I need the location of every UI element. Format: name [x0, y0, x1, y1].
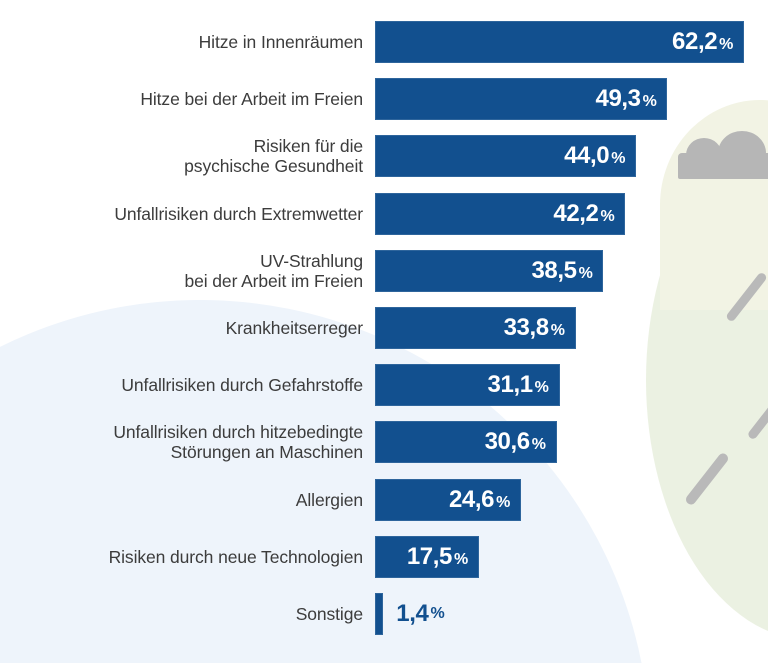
- bar[interactable]: 31,1%: [375, 364, 560, 407]
- percent-sign: %: [430, 605, 445, 622]
- bar-value-label: 44,0%: [564, 142, 625, 170]
- bar-value-label: 38,5%: [531, 257, 592, 285]
- bar-track: 30,6%: [375, 421, 768, 464]
- bar-track: 38,5%: [375, 249, 768, 292]
- bar-value-number: 1,4: [396, 600, 429, 627]
- bar-value-label: 24,6%: [449, 486, 510, 514]
- bar-row: UV-Strahlung bei der Arbeit im Freien 38,…: [0, 249, 768, 292]
- bar-track: 49,3%: [375, 78, 768, 121]
- percent-sign: %: [600, 207, 615, 225]
- bar-row: Unfallrisiken durch hitzebedingte Störun…: [0, 421, 768, 464]
- bar-row: Krankheitserreger 33,8%: [0, 307, 768, 349]
- percent-sign: %: [496, 493, 510, 511]
- bar[interactable]: 17,5%: [375, 535, 479, 578]
- bar-row: Unfallrisiken durch Extremwetter 42,2%: [0, 192, 768, 235]
- bar-value-number: 30,6: [484, 428, 531, 456]
- bar[interactable]: 42,2%: [375, 192, 626, 235]
- percent-sign: %: [642, 93, 657, 111]
- percent-sign: %: [719, 36, 733, 53]
- percent-sign: %: [531, 436, 546, 454]
- bar-category-label: Sonstige: [295, 604, 363, 624]
- bar-row: Unfallrisiken durch Gefahrstoffe 31,1%: [0, 364, 768, 407]
- percent-sign: %: [578, 264, 593, 282]
- bar-category-label: Hitze in Innenräumen: [198, 32, 363, 52]
- bar-row: Sonstige 1,4%: [0, 593, 768, 635]
- bar-value-label: 62,2%: [672, 28, 733, 56]
- bar-category-label: Hitze bei der Arbeit im Freien: [140, 89, 363, 110]
- bar-value-label: 31,1%: [488, 371, 549, 399]
- bar[interactable]: 62,2%: [375, 21, 744, 63]
- percent-sign: %: [453, 550, 468, 568]
- bar-value-label: 49,3%: [596, 85, 657, 113]
- bar-value-number: 62,2: [672, 28, 718, 55]
- bar-track: 44,0%: [375, 135, 768, 178]
- bar-row: Risiken für die psychische Gesundheit 44,…: [0, 135, 768, 178]
- bar-value-number: 33,8: [503, 314, 550, 341]
- bar-value-label: 42,2%: [553, 200, 614, 228]
- bar[interactable]: 24,6%: [375, 478, 521, 521]
- cloud-icon: [678, 131, 768, 179]
- bar-category-label: Krankheitserreger: [225, 318, 364, 338]
- bar-value-number: 42,2: [553, 199, 599, 227]
- bar-row: Allergien 24,6%: [0, 478, 768, 521]
- bar[interactable]: [375, 593, 384, 635]
- bar-value-label: 17,5%: [407, 543, 468, 571]
- bar-track: 1,4%: [375, 593, 768, 635]
- bar-category-label: Unfallrisiken durch Extremwetter: [114, 203, 363, 224]
- bar-track: 31,1%: [375, 364, 768, 407]
- bar-value-number: 38,5: [531, 256, 577, 284]
- bar-row: Risiken durch neue Technologien 17,5%: [0, 535, 768, 578]
- bar-value-label: 33,8%: [504, 314, 565, 342]
- bar-category-label: UV-Strahlung bei der Arbeit im Freien: [184, 250, 363, 291]
- bar-category-label: Risiken für die psychische Gesundheit: [184, 136, 363, 177]
- bar-track: 42,2%: [375, 192, 768, 235]
- bar-row: Hitze in Innenräumen 62,2%: [0, 21, 768, 63]
- percent-sign: %: [534, 379, 549, 397]
- bar-value-number: 31,1: [487, 371, 534, 399]
- bar[interactable]: 30,6%: [375, 421, 557, 464]
- bar-value-number: 49,3: [595, 85, 642, 113]
- bar-track: 33,8%: [375, 307, 768, 349]
- bar-value-label: 1,4%: [396, 593, 444, 635]
- bar-category-label: Unfallrisiken durch Gefahrstoffe: [121, 375, 363, 396]
- bar-value-label: 30,6%: [485, 428, 546, 456]
- bar[interactable]: 44,0%: [375, 135, 637, 178]
- bar-row: Hitze bei der Arbeit im Freien 49,3%: [0, 78, 768, 121]
- bar-track: 62,2%: [375, 21, 768, 63]
- bar-track: 24,6%: [375, 478, 768, 521]
- bar-category-label: Unfallrisiken durch hitzebedingte Störun…: [113, 422, 363, 463]
- bar-category-label: Risiken durch neue Technologien: [108, 546, 364, 567]
- bar-value-number: 24,6: [448, 485, 495, 513]
- bar-value-number: 17,5: [406, 542, 453, 570]
- bar-value-number: 44,0: [564, 142, 610, 170]
- bar-track: 17,5%: [375, 535, 768, 578]
- percent-sign: %: [550, 322, 565, 339]
- bar[interactable]: 49,3%: [375, 78, 668, 121]
- bar[interactable]: 33,8%: [375, 307, 576, 349]
- bar-category-label: Allergien: [295, 489, 363, 510]
- percent-sign: %: [611, 150, 626, 168]
- bar[interactable]: 38,5%: [375, 249, 604, 292]
